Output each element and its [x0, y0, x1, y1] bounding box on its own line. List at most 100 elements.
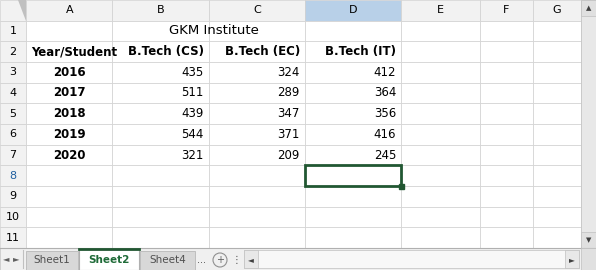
- Bar: [305, 124, 401, 145]
- Bar: [305, 165, 401, 186]
- Bar: [305, 207, 401, 227]
- Text: ◄: ◄: [248, 255, 254, 265]
- Text: 1: 1: [10, 26, 17, 36]
- Bar: [209, 103, 305, 124]
- Bar: [209, 207, 305, 227]
- Text: ▲: ▲: [586, 5, 591, 11]
- Text: ...: ...: [197, 255, 206, 265]
- Text: 356: 356: [374, 107, 396, 120]
- Bar: [401, 83, 480, 103]
- Bar: [401, 103, 480, 124]
- Text: 11: 11: [6, 233, 20, 243]
- Text: Sheet4: Sheet4: [149, 255, 186, 265]
- Text: ►: ►: [569, 255, 575, 265]
- Bar: [0, 186, 26, 207]
- Text: 10: 10: [6, 212, 20, 222]
- Bar: [533, 165, 581, 186]
- Bar: [401, 227, 480, 248]
- Bar: [209, 227, 305, 248]
- Bar: [533, 124, 581, 145]
- Bar: [581, 248, 596, 270]
- Bar: [305, 62, 401, 83]
- Bar: [112, 186, 209, 207]
- Bar: [533, 41, 581, 62]
- Bar: [401, 165, 480, 186]
- Bar: [533, 207, 581, 227]
- Bar: [209, 41, 305, 62]
- Text: 435: 435: [181, 66, 204, 79]
- Bar: [26, 165, 112, 186]
- Bar: [26, 145, 112, 165]
- Bar: [480, 124, 533, 145]
- Text: E: E: [437, 5, 444, 15]
- Bar: [26, 227, 112, 248]
- Bar: [480, 165, 533, 186]
- Text: 8: 8: [10, 171, 17, 181]
- Bar: [305, 21, 401, 41]
- Bar: [480, 83, 533, 103]
- Bar: [0, 124, 26, 145]
- Text: B: B: [157, 5, 164, 15]
- Text: 2020: 2020: [53, 148, 85, 161]
- Text: 324: 324: [278, 66, 300, 79]
- Bar: [480, 207, 533, 227]
- Bar: [401, 186, 480, 207]
- Bar: [480, 21, 533, 41]
- Text: 544: 544: [181, 128, 204, 141]
- Text: Year/Student: Year/Student: [31, 45, 117, 58]
- Text: ▼: ▼: [586, 237, 591, 243]
- Bar: [401, 21, 480, 41]
- Bar: [112, 41, 209, 62]
- Bar: [565, 250, 579, 268]
- Text: Sheet1: Sheet1: [33, 255, 70, 265]
- Bar: [26, 62, 112, 83]
- Bar: [401, 124, 480, 145]
- Text: 9: 9: [10, 191, 17, 201]
- Bar: [533, 227, 581, 248]
- Bar: [0, 145, 26, 165]
- Bar: [244, 250, 579, 268]
- Bar: [0, 21, 26, 41]
- Text: 439: 439: [181, 107, 204, 120]
- Bar: [0, 62, 26, 83]
- Text: 2016: 2016: [53, 66, 86, 79]
- Bar: [112, 62, 209, 83]
- Text: 5: 5: [10, 109, 17, 119]
- Text: ⋮: ⋮: [231, 255, 241, 265]
- Text: D: D: [349, 5, 358, 15]
- Bar: [480, 186, 533, 207]
- Text: 2: 2: [10, 47, 17, 57]
- Bar: [112, 124, 209, 145]
- Bar: [401, 145, 480, 165]
- Text: 4: 4: [10, 88, 17, 98]
- Text: B.Tech (IT): B.Tech (IT): [325, 45, 396, 58]
- Bar: [533, 21, 581, 41]
- Bar: [0, 165, 26, 186]
- Bar: [26, 207, 112, 227]
- Text: GKM Institute: GKM Institute: [169, 25, 259, 38]
- Text: 416: 416: [374, 128, 396, 141]
- Bar: [26, 186, 112, 207]
- Bar: [581, 0, 596, 16]
- Bar: [26, 83, 112, 103]
- Bar: [0, 0, 26, 21]
- Bar: [305, 186, 401, 207]
- Text: ►: ►: [13, 255, 19, 264]
- Bar: [533, 186, 581, 207]
- Bar: [112, 165, 209, 186]
- Bar: [112, 103, 209, 124]
- Text: G: G: [552, 5, 561, 15]
- Bar: [0, 83, 26, 103]
- Bar: [399, 184, 404, 188]
- Text: 7: 7: [10, 150, 17, 160]
- Bar: [112, 0, 209, 21]
- Bar: [305, 227, 401, 248]
- Text: A: A: [66, 5, 73, 15]
- Bar: [533, 83, 581, 103]
- Text: 3: 3: [10, 67, 17, 77]
- Bar: [112, 227, 209, 248]
- Bar: [581, 0, 596, 248]
- Bar: [581, 232, 596, 248]
- Text: 289: 289: [278, 86, 300, 100]
- Bar: [209, 83, 305, 103]
